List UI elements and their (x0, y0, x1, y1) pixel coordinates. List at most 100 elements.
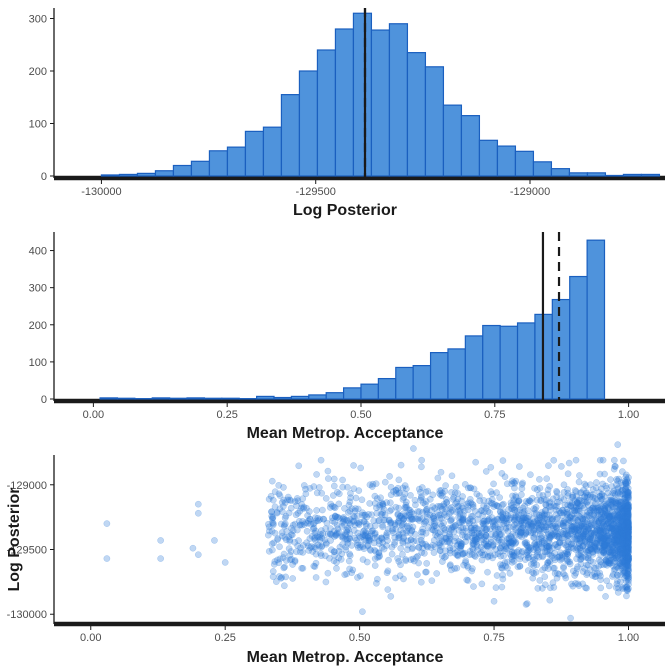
scatter-point (342, 530, 350, 538)
scatter-point (617, 527, 625, 535)
scatter-point (532, 541, 540, 549)
scatter-point (438, 537, 446, 545)
x-tick-label: -129500 (296, 186, 336, 198)
scatter-point (366, 481, 374, 489)
scatter-point (489, 500, 496, 508)
scatter-point (577, 502, 584, 510)
scatter-point (343, 516, 350, 524)
scatter-point (601, 542, 609, 549)
scatter-point (492, 521, 499, 529)
scatter-point (583, 546, 590, 554)
scatter-point (527, 498, 534, 505)
x-tick-label: 0.25 (216, 409, 237, 421)
scatter-point (574, 529, 581, 536)
scatter-point (419, 544, 427, 552)
scatter-point (602, 482, 610, 490)
scatter-point (387, 491, 395, 499)
x-tick-label: 0.75 (484, 409, 505, 421)
scatter-point (373, 533, 381, 541)
scatter-point (356, 533, 363, 540)
scatter-point (624, 518, 631, 526)
scatter-point (346, 552, 354, 559)
histogram-bar (640, 173, 661, 177)
scatter-point (508, 556, 516, 563)
scatter-point (490, 597, 498, 605)
scatter-point (418, 484, 426, 491)
scatter-point (604, 524, 612, 532)
scatter-point (319, 506, 326, 514)
scatter-point (625, 525, 632, 533)
scatter-point (625, 526, 632, 534)
scatter-point (624, 508, 632, 516)
scatter-point (568, 540, 576, 547)
scatter-point (573, 504, 580, 512)
scatter-point (289, 521, 297, 529)
scatter-point (611, 552, 619, 560)
scatter-point (400, 535, 407, 543)
scatter-point (599, 509, 606, 517)
scatter-point (503, 480, 511, 488)
scatter-point (600, 543, 607, 550)
scatter-point (620, 527, 627, 534)
scatter-point (591, 570, 598, 578)
scatter-point (496, 494, 504, 501)
scatter-point (561, 519, 569, 527)
scatter-point (558, 520, 565, 527)
scatter-point (624, 519, 632, 526)
scatter-point (610, 536, 618, 544)
scatter-point (577, 560, 585, 568)
scatter-point (314, 533, 321, 540)
scatter-point (612, 497, 620, 504)
scatter-point (610, 504, 618, 511)
scatter-point (555, 534, 563, 542)
scatter-point (620, 501, 627, 508)
scatter-point (486, 549, 493, 556)
scatter-point (552, 506, 560, 514)
scatter-point (607, 549, 615, 556)
scatter-point (359, 608, 366, 616)
scatter-point (331, 533, 338, 540)
scatter-point (534, 548, 541, 556)
scatter-point (623, 522, 631, 530)
scatter-point (379, 509, 387, 516)
scatter-point (334, 513, 342, 521)
scatter-point (299, 505, 307, 512)
scatter-point (616, 549, 624, 557)
scatter-point (450, 528, 458, 536)
scatter-point (598, 495, 605, 503)
scatter-point (464, 577, 472, 584)
scatter-point (549, 579, 557, 587)
scatter-point (399, 496, 407, 503)
scatter-point (623, 533, 630, 540)
scatter-point (522, 601, 530, 608)
scatter-point (443, 498, 451, 506)
scatter-point (331, 551, 338, 559)
scatter-point (346, 550, 353, 558)
scatter-point (510, 549, 518, 556)
scatter-point (434, 502, 442, 510)
scatter-point (606, 560, 614, 567)
scatter-point (587, 545, 595, 553)
scatter-point (587, 511, 595, 519)
scatter-point (419, 525, 426, 533)
scatter-point (611, 549, 618, 557)
scatter-point (594, 537, 601, 544)
scatter-point (492, 584, 500, 591)
scatter-point (595, 532, 602, 540)
histogram-bar (377, 377, 397, 400)
scatter-point (350, 462, 357, 469)
scatter-point (344, 536, 352, 543)
scatter-point (624, 531, 632, 539)
scatter-point (518, 515, 526, 522)
scatter-point (621, 495, 629, 502)
scatter-point (593, 540, 600, 548)
scatter-point (551, 549, 559, 557)
scatter-point (624, 542, 632, 550)
scatter-point (621, 534, 628, 542)
scatter-point (293, 495, 301, 502)
scatter-point (496, 507, 504, 515)
scatter-point (560, 517, 568, 525)
scatter-point (535, 540, 543, 548)
scatter-point (299, 495, 307, 503)
